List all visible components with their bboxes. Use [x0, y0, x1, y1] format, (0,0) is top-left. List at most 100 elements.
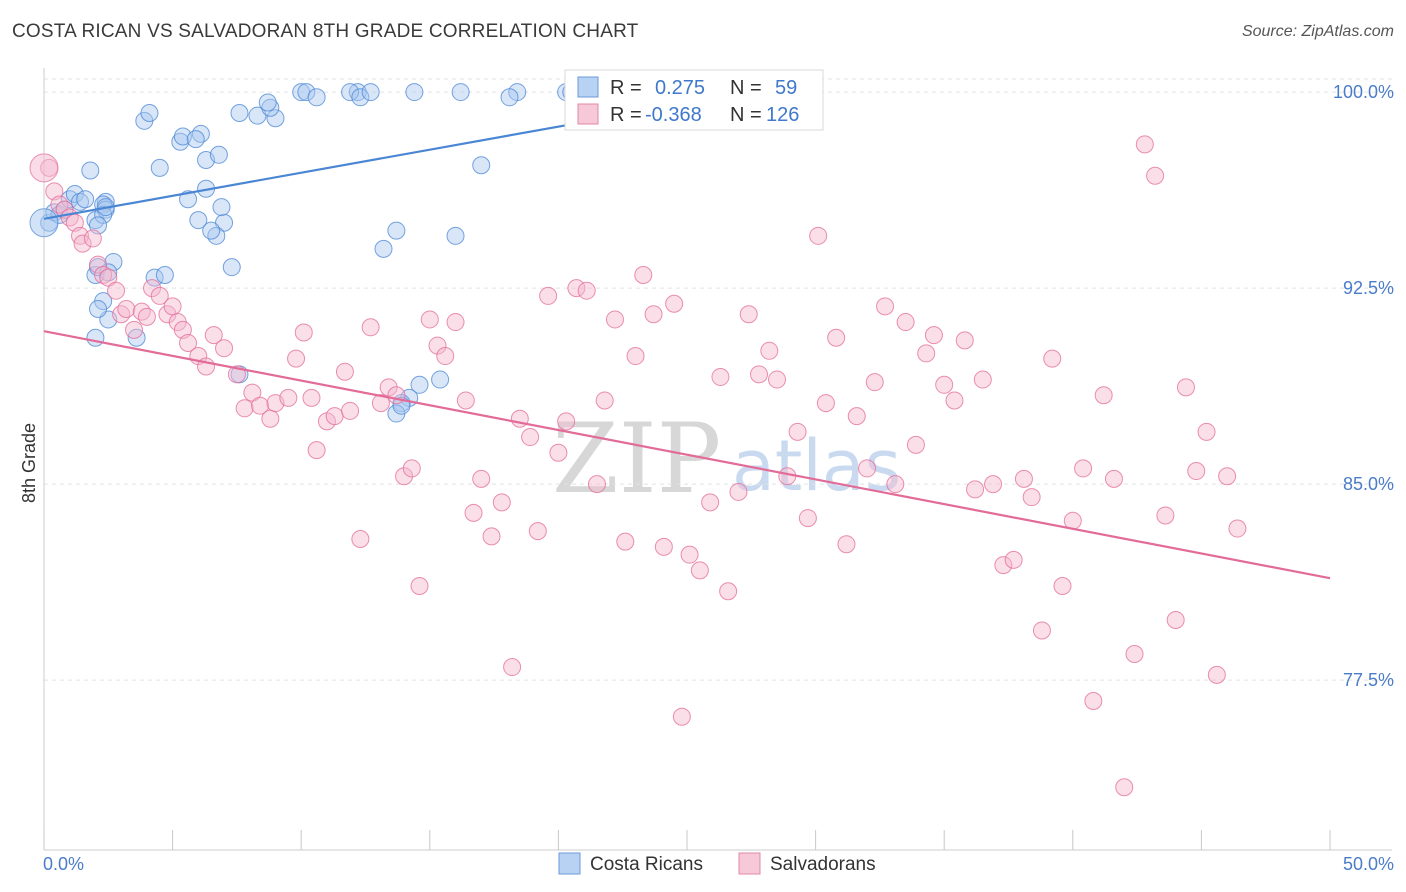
salvadorans-point-77: [654, 537, 673, 556]
salvadorans-point-47: [379, 378, 398, 397]
costa-ricans-point-55: [472, 156, 491, 175]
legend-n-value-costa-ricans: 59: [775, 77, 797, 99]
legend-swatch-salvadorans: [577, 103, 599, 125]
salvadorans-point-90: [778, 467, 797, 486]
salvadorans-point-78: [665, 294, 684, 313]
salvadorans-point-74: [626, 347, 645, 366]
bottom-legend-swatch-costa-ricans: [558, 852, 581, 875]
salvadorans-point-41: [325, 407, 344, 426]
costa-ricans-point-4: [60, 190, 79, 209]
salvadorans-trend-line: [43, 330, 1331, 580]
salvadorans-point-49: [395, 467, 414, 486]
salvadorans-point-96: [837, 535, 856, 554]
salvadorans-point-128: [1156, 506, 1175, 525]
costa-ricans-point-68: [431, 370, 450, 389]
bottom-legend-swatch-salvadorans: [738, 852, 761, 875]
salvadorans-point-65: [539, 286, 558, 305]
costa-ricans-point-76: [179, 190, 198, 209]
salvadorans-point-9: [89, 255, 108, 274]
salvadorans-point-38: [302, 388, 321, 407]
salvadorans-point-53: [428, 336, 447, 355]
salvadorans-point-114: [1014, 469, 1033, 488]
salvadorans-point-98: [858, 459, 877, 478]
salvadorans-point-54: [436, 347, 455, 366]
costa-ricans-point-50: [341, 83, 360, 102]
costa-ricans-point-31: [191, 124, 210, 143]
salvadorans-point-87: [750, 365, 769, 384]
salvadorans-point-79: [672, 707, 691, 726]
x-tick-label-min: 0.0%: [43, 854, 84, 874]
salvadorans-point-50: [402, 459, 421, 478]
salvadorans-point-57: [464, 503, 483, 522]
salvadorans-point-64: [528, 522, 547, 541]
salvadorans-point-33: [261, 409, 280, 428]
y-tick-label-3: 100.0%: [1333, 82, 1394, 102]
salvadorans-point-17: [137, 307, 156, 326]
costa-ricans-point-39: [222, 258, 241, 277]
salvadorans-point-48: [387, 386, 406, 405]
salvadorans-point-56: [456, 391, 475, 410]
salvadorans-point-68: [567, 279, 586, 298]
costa-ricans-point-48: [307, 88, 326, 107]
bottom-legend: Costa Ricans Salvadorans: [558, 852, 876, 875]
salvadorans-point-70: [587, 475, 606, 494]
stats-legend: R = 0.275 N = 59 R = -0.368 N = 126: [564, 69, 824, 131]
costa-ricans-point-34: [209, 145, 228, 164]
salvadorans-point-126: [1135, 135, 1154, 154]
salvadorans-point-134: [1218, 467, 1237, 486]
costa-ricans-point-8: [81, 161, 100, 180]
salvadorans-point-129: [1166, 611, 1185, 630]
costa-ricans-point-26: [140, 103, 159, 122]
salvadorans-point-115: [1022, 488, 1041, 507]
salvadorans-point-27: [204, 326, 223, 345]
salvadorans-point-2: [50, 195, 69, 214]
costa-ricans-point-32: [186, 130, 205, 149]
costa-ricans-point-47: [297, 83, 316, 102]
salvadorans-point-93: [809, 226, 828, 245]
salvadorans-point-97: [847, 407, 866, 426]
salvadorans-point-127: [1146, 166, 1165, 185]
salvadorans-point-92: [798, 509, 817, 528]
salvadorans-point-118: [1053, 577, 1072, 596]
costa-ricans-point-38: [212, 198, 231, 217]
salvadorans-point-18: [143, 279, 162, 298]
salvadorans-point-88: [760, 341, 779, 360]
salvadorans-point-86: [739, 305, 758, 324]
costa-ricans-point-41: [230, 103, 249, 122]
salvadorans-point-85: [729, 482, 748, 501]
costa-ricans-point-large: [29, 208, 59, 238]
salvadorans-point-72: [605, 310, 624, 329]
salvadorans-point-10: [94, 266, 113, 285]
salvadorans-point-44: [351, 529, 370, 548]
legend-r-label-costa-ricans: R =: [610, 77, 642, 99]
salvadorans-point-124: [1115, 778, 1134, 797]
salvadorans-point-105: [924, 326, 943, 345]
stats-legend-box: [564, 69, 824, 131]
x-tick-labels: 0.0% 50.0%: [43, 854, 1394, 874]
costa-ricans-point-69: [410, 375, 429, 394]
salvadorans-point-116: [1032, 621, 1051, 640]
salvadorans-point-12: [107, 281, 126, 300]
y-tick-label-1: 85.0%: [1343, 474, 1394, 494]
costa-ricans-point-53: [405, 83, 424, 102]
salvadorans-point-112: [994, 556, 1013, 575]
salvadorans-point-117: [1043, 349, 1062, 368]
salvadorans-point-32: [251, 396, 270, 415]
salvadorans-point-75: [634, 266, 653, 285]
legend-swatch-costa-ricans: [577, 76, 599, 98]
salvadorans-point-109: [966, 480, 985, 499]
salvadorans-point-103: [906, 435, 925, 454]
salvadorans-point-81: [690, 561, 709, 580]
costa-ricans-point-49: [348, 83, 367, 102]
salvadorans-point-111: [984, 475, 1003, 494]
costa-ricans-point-65: [387, 221, 406, 240]
legend-n-value-salvadorans: 126: [766, 104, 799, 126]
costa-ricans-point-45: [258, 93, 277, 112]
costa-ricans-point-22: [89, 299, 108, 318]
salvadorans-point-51: [410, 577, 429, 596]
y-axis-label: 8th Grade: [19, 423, 39, 503]
salvadorans-point-14: [117, 299, 136, 318]
salvadorans-point-39: [307, 441, 326, 460]
salvadorans-point-94: [816, 394, 835, 413]
